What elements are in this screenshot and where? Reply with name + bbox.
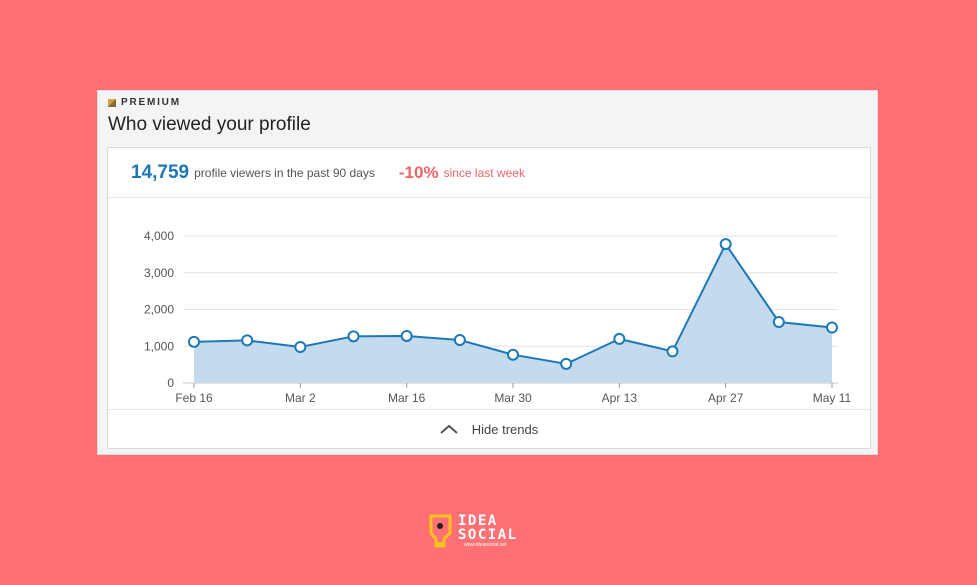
x-tick-label: Mar 16: [388, 391, 426, 405]
data-point[interactable]: [666, 345, 679, 358]
data-point[interactable]: [560, 357, 573, 370]
x-tick-label: May 11: [813, 391, 852, 405]
premium-label: PREMIUM: [121, 97, 181, 108]
logo-url: www.ideasocial.net: [464, 542, 507, 548]
data-point[interactable]: [719, 238, 732, 251]
profile-viewers-card: PREMIUM Who viewed your profile 14,759 p…: [97, 90, 878, 455]
y-tick-label: 2,000: [144, 303, 174, 317]
area-fill: [194, 244, 832, 383]
logo-word-2: SOCIAL: [458, 527, 518, 543]
viewers-label: profile viewers in the past 90 days: [194, 165, 375, 180]
data-point[interactable]: [347, 330, 360, 343]
change-label: since last week: [443, 165, 525, 180]
data-point[interactable]: [241, 334, 254, 347]
trends-panel: 14,759 profile viewers in the past 90 da…: [107, 147, 871, 449]
data-point[interactable]: [188, 335, 200, 348]
data-point[interactable]: [453, 334, 466, 347]
chevron-up-icon: [440, 424, 458, 434]
x-tick-label: Apr 13: [602, 391, 638, 405]
data-point[interactable]: [613, 332, 626, 345]
premium-badge: PREMIUM: [108, 97, 181, 108]
y-tick-label: 3,000: [144, 266, 174, 280]
logo-word-1: IDEA: [458, 513, 498, 529]
data-point[interactable]: [294, 340, 307, 353]
x-tick-label: Mar 2: [285, 391, 316, 405]
data-point[interactable]: [772, 315, 785, 328]
x-tick-label: Feb 16: [175, 391, 213, 405]
data-point[interactable]: [400, 329, 413, 342]
card-title: Who viewed your profile: [108, 114, 311, 135]
y-tick-label: 0: [167, 376, 174, 390]
change-percent: -10%: [398, 162, 439, 182]
trend-chart: 0 1,000 2,000 3,000 4,000 Feb 16 Mar 2 Mar 16 Ma…: [144, 229, 852, 405]
summary-row: 14,759 profile viewers in the past 90 da…: [108, 148, 870, 198]
x-tick-label: Apr 27: [708, 391, 744, 405]
data-point[interactable]: [826, 321, 838, 334]
lightbulb-logo-icon: [429, 514, 452, 548]
y-tick-label: 1,000: [144, 339, 174, 353]
idea-social-logo: IDEA SOCIAL www.ideasocial.net: [426, 513, 518, 549]
y-tick-label: 4,000: [144, 229, 174, 243]
x-tick-label: Mar 30: [494, 391, 532, 405]
hide-trends-label: Hide trends: [471, 421, 539, 437]
premium-icon: [108, 98, 116, 107]
hide-trends-button[interactable]: Hide trends: [108, 409, 870, 448]
viewers-count[interactable]: 14,759: [131, 161, 190, 183]
data-point[interactable]: [507, 348, 519, 361]
